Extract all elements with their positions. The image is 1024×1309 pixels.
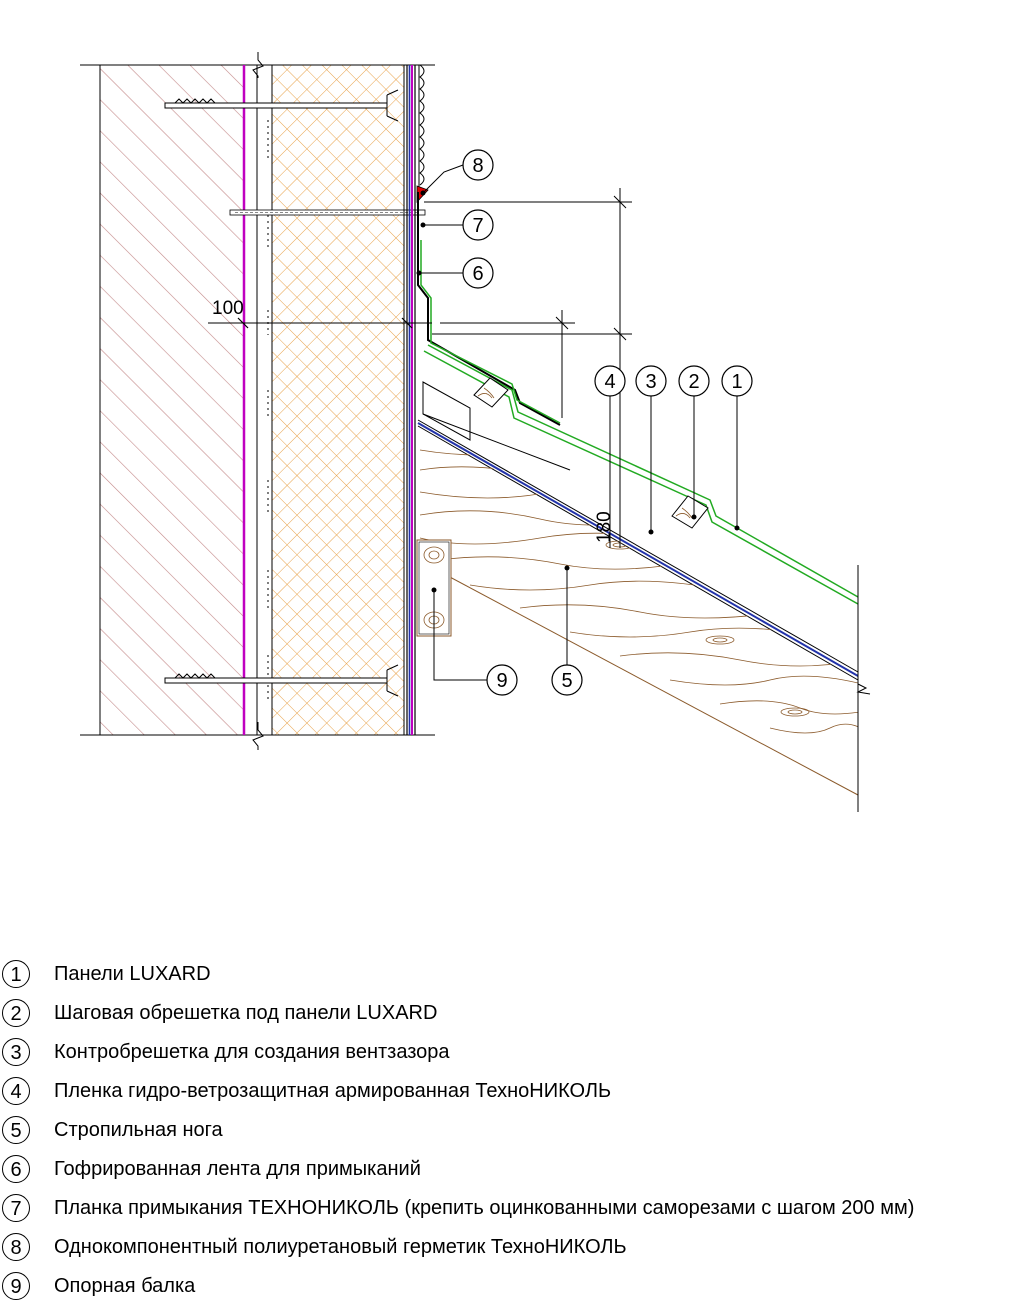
legend-text: Шаговая обрешетка под панели LUXARD xyxy=(54,1002,438,1024)
legend-number: 8 xyxy=(2,1233,30,1261)
facade-anchor-bottom xyxy=(164,664,399,697)
callout-3: 3 xyxy=(635,365,667,397)
legend-number: 5 xyxy=(2,1116,30,1144)
dimension-offset-height xyxy=(424,188,632,548)
svg-text:7: 7 xyxy=(472,215,483,237)
legend-number: 9 xyxy=(2,1272,30,1300)
masonry-wall xyxy=(80,52,264,750)
legend-number: 4 xyxy=(2,1077,30,1105)
legend-item-9: 9 Опорная балка xyxy=(0,1270,1024,1309)
callout-6: 6 xyxy=(462,257,494,289)
callout-7: 7 xyxy=(462,209,494,241)
legend-number: 3 xyxy=(2,1038,30,1066)
dimension-100-label: 100 xyxy=(212,298,244,319)
svg-text:9: 9 xyxy=(496,670,507,692)
legend-number: 2 xyxy=(2,999,30,1027)
legend-text: Гофрированная лента для примыканий xyxy=(54,1158,421,1180)
leader-lines xyxy=(419,164,738,681)
legend-item-1: 1 Панели LUXARD xyxy=(0,958,1024,997)
legend-text: Пленка гидро-ветрозащитная армированная … xyxy=(54,1080,612,1102)
legend-text: Опорная балка xyxy=(54,1275,196,1297)
counter-batten xyxy=(422,381,571,471)
legend-item-6: 6 Гофрированная лента для примыканий xyxy=(0,1153,1024,1192)
svg-text:1: 1 xyxy=(731,371,742,393)
svg-text:5: 5 xyxy=(561,670,572,692)
svg-text:4: 4 xyxy=(604,371,615,393)
rafter xyxy=(417,428,871,812)
step-batten-upper xyxy=(473,377,509,408)
legend-item-7: 7 Планка примыкания ТЕХНОНИКОЛЬ (крепить … xyxy=(0,1192,1024,1231)
callout-4: 4 xyxy=(594,365,626,397)
legend-item-3: 3 Контробрешетка для создания вентзазора xyxy=(0,1036,1024,1075)
adjoining-strip xyxy=(417,192,561,426)
dimension-insulation-thickness: 100 xyxy=(208,298,432,329)
leader-dots xyxy=(416,190,740,593)
legend-item-5: 5 Стропильная нога xyxy=(0,1114,1024,1153)
legend-item-8: 8 Однокомпонентный полиуретановый гермети… xyxy=(0,1231,1024,1270)
legend-text: Панели LUXARD xyxy=(54,963,211,985)
legend-number: 6 xyxy=(2,1155,30,1183)
insulation-layer xyxy=(258,64,435,736)
callout-8: 8 xyxy=(462,149,494,181)
step-batten-lower xyxy=(671,495,709,529)
dimension-180-label: 180 xyxy=(594,511,615,543)
legend-number: 7 xyxy=(2,1194,30,1222)
legend-text: Стропильная нога xyxy=(54,1119,223,1141)
svg-text:2: 2 xyxy=(688,371,699,393)
roof-wall-junction-drawing: 100 180 8 7 xyxy=(80,52,871,812)
callout-5: 5 xyxy=(551,664,583,696)
svg-text:6: 6 xyxy=(472,263,483,285)
legend-number: 1 xyxy=(2,960,30,988)
callout-9: 9 xyxy=(486,664,518,696)
callout-2: 2 xyxy=(678,365,710,397)
legend-text: Контробрешетка для создания вентзазора xyxy=(54,1041,450,1063)
facade-finish-layers xyxy=(403,64,425,735)
legend-text: Планка примыкания ТЕХНОНИКОЛЬ (крепить о… xyxy=(54,1197,915,1219)
facade-anchor-top xyxy=(164,89,399,122)
legend-item-4: 4 Пленка гидро-ветрозащитная армированная… xyxy=(0,1075,1024,1114)
adjoining-strip-screw xyxy=(229,209,426,216)
callout-1: 1 xyxy=(721,365,753,397)
legend-item-2: 2 Шаговая обрешетка под панели LUXARD xyxy=(0,997,1024,1036)
svg-text:8: 8 xyxy=(472,155,483,177)
svg-text:3: 3 xyxy=(645,371,656,393)
legend: 1 Панели LUXARD 2 Шаговая обрешетка под па… xyxy=(0,958,1024,1309)
legend-text: Однокомпонентный полиуретановый герметик… xyxy=(54,1236,627,1258)
